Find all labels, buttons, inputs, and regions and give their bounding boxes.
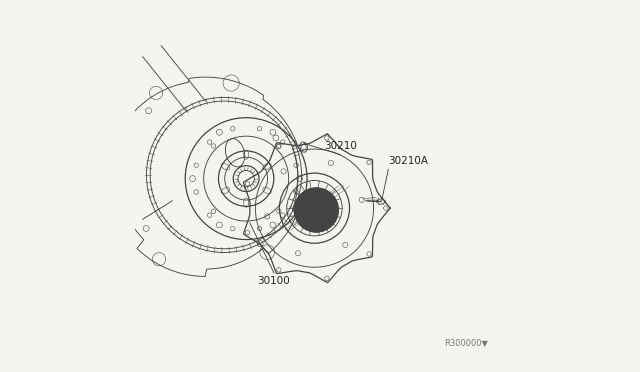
Circle shape [294,188,339,232]
Text: 30210A: 30210A [388,156,428,166]
Text: R300000▼: R300000▼ [444,338,488,347]
Text: 30210: 30210 [324,141,356,151]
Text: 30100: 30100 [257,276,290,286]
